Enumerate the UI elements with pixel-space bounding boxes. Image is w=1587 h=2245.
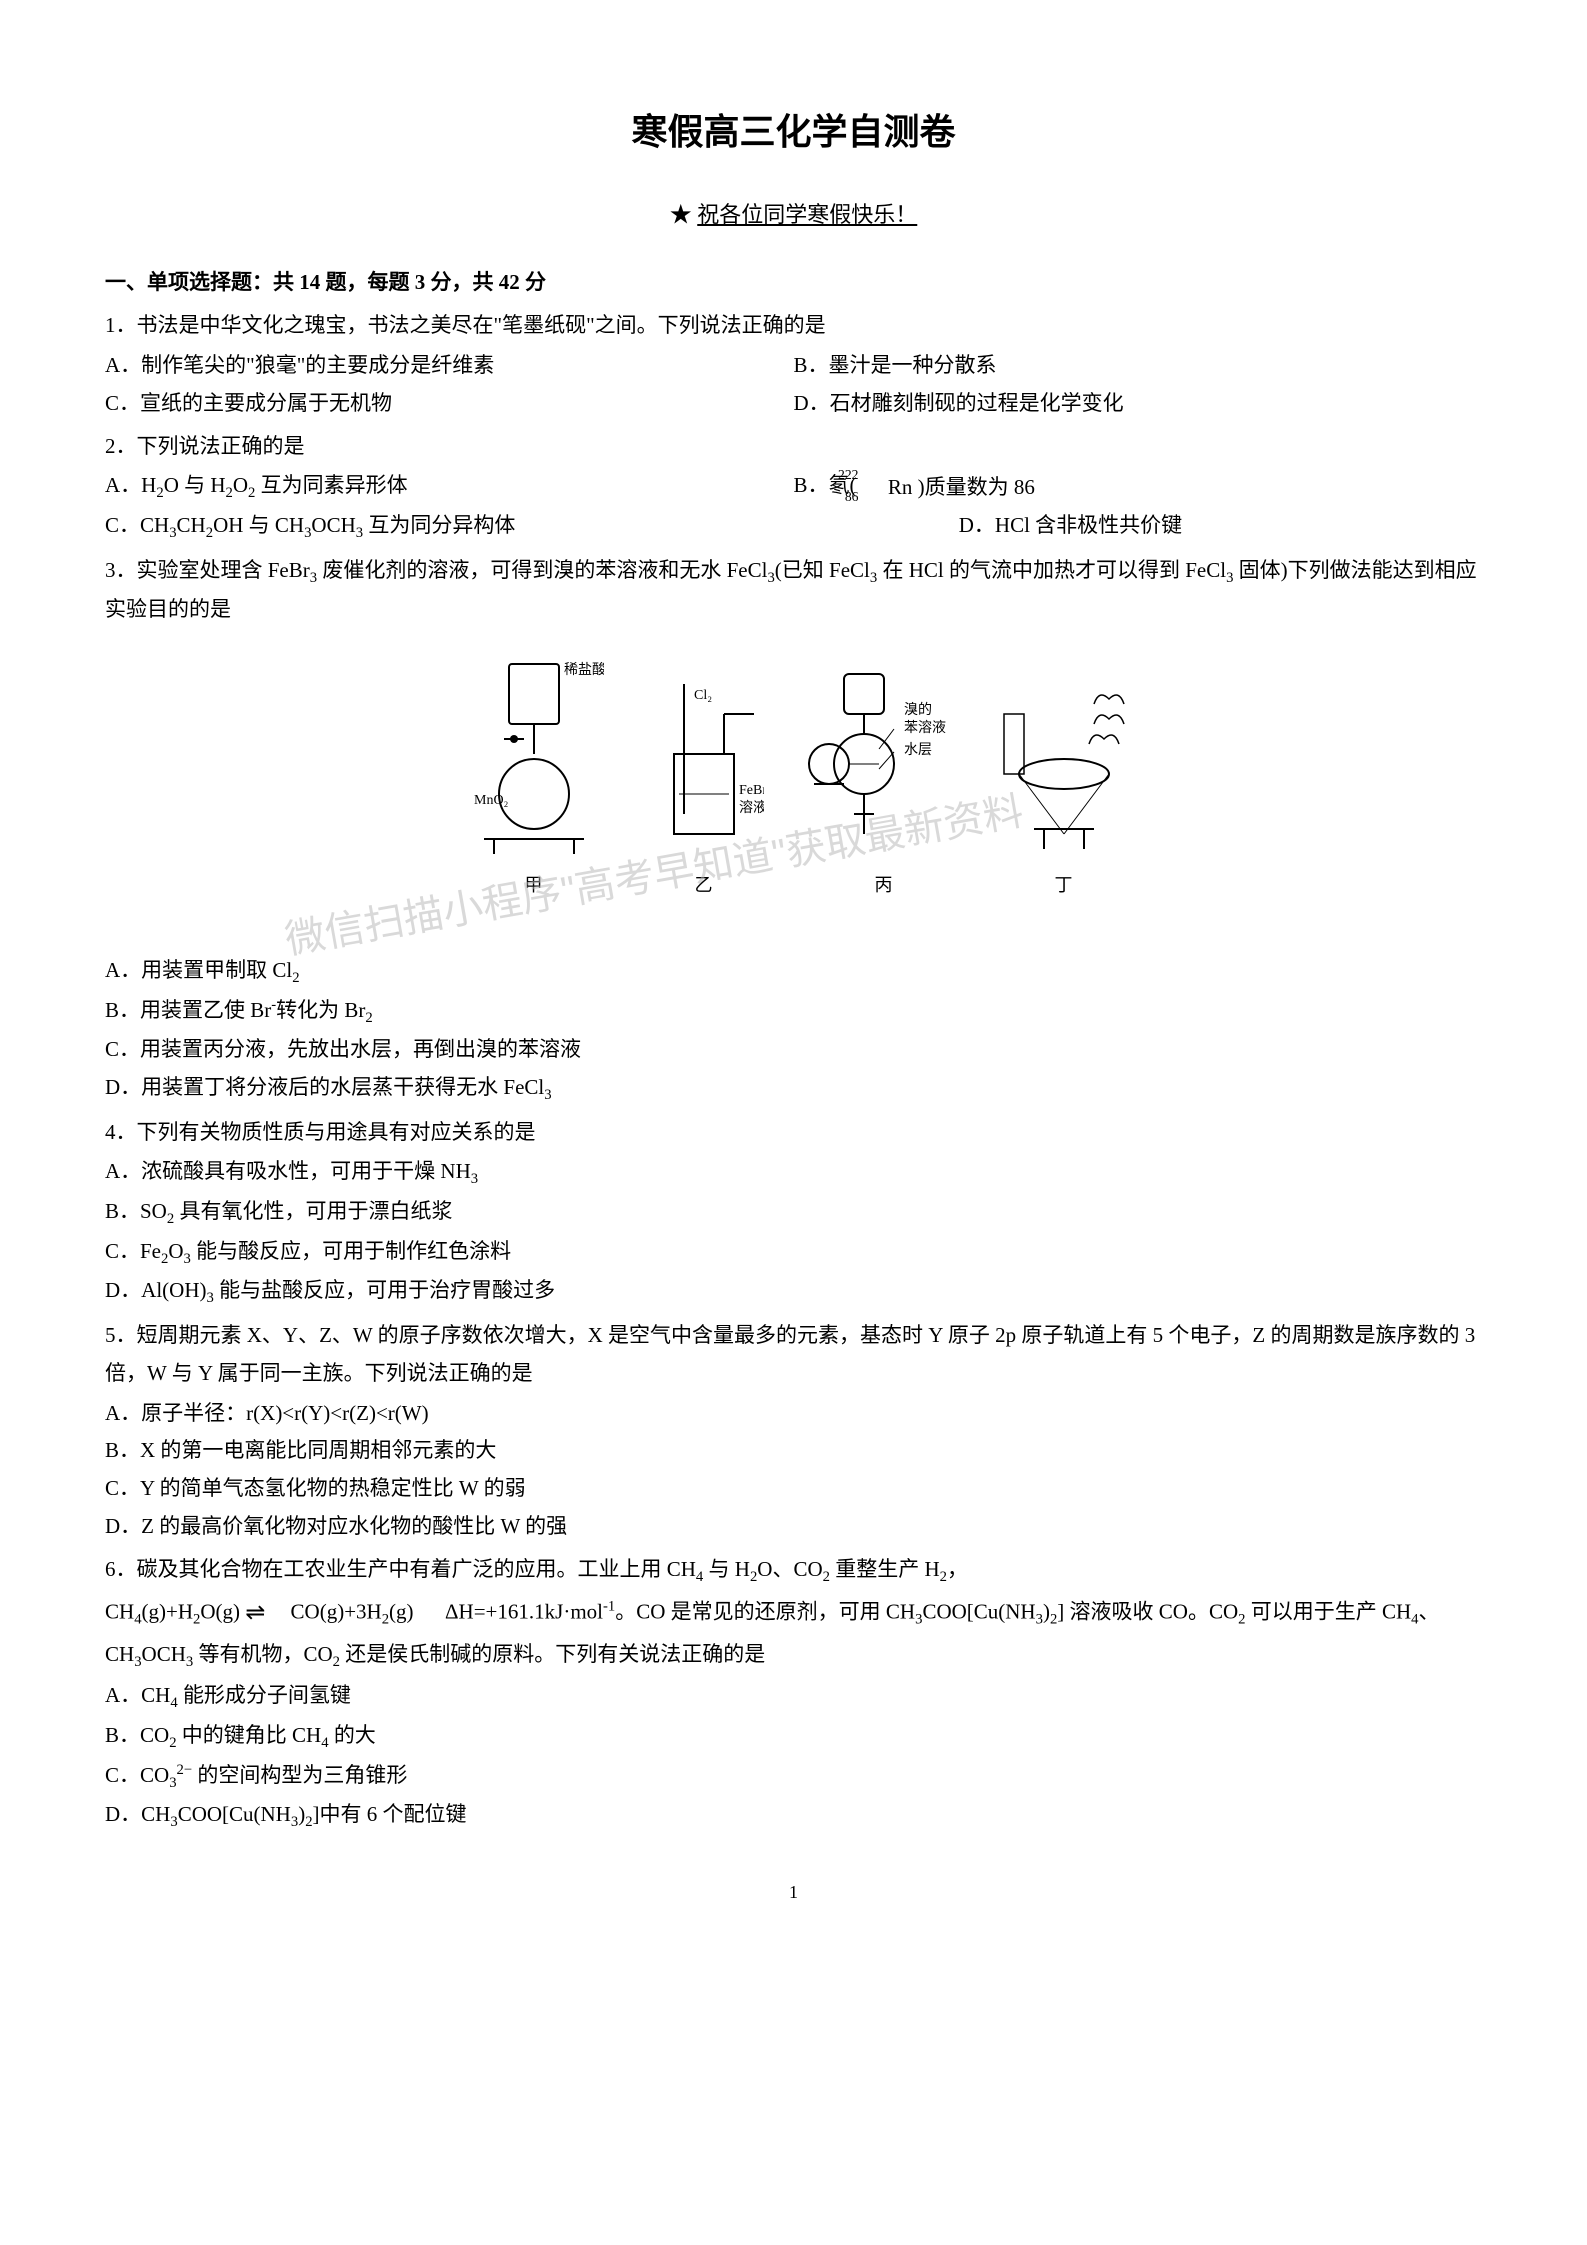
q2-option-b: B．氡(22286Rn )质量数为 86: [794, 467, 1483, 507]
q1-option-d: D．石材雕刻制砚的过程是化学变化: [794, 385, 1483, 423]
q3-diagram: 稀盐酸 MnO₂ 甲 Cl₂ FeBr₃ 溶液 乙: [105, 644, 1482, 937]
page-title: 寒假高三化学自测卷: [105, 100, 1482, 165]
star-icon: ★: [670, 202, 692, 227]
subtitle-text: 祝各位同学寒假快乐！: [697, 202, 917, 227]
equilibrium-icon: [245, 1592, 285, 1635]
question-5: 5．短周期元素 X、Y、Z、W 的原子序数依次增大，X 是空气中含量最多的元素，…: [105, 1317, 1482, 1546]
svg-text:稀盐酸: 稀盐酸: [564, 662, 604, 678]
svg-text:水层: 水层: [904, 742, 932, 758]
q4-option-c: C．Fe2O3 能与酸反应，可用于制作红色涂料: [105, 1233, 1482, 1273]
q1-text: 1．书法是中华文化之瑰宝，书法之美尽在"笔墨纸砚"之间。下列说法正确的是: [105, 307, 1482, 345]
q6-option-d: D．CH3COO[Cu(NH3)2]中有 6 个配位键: [105, 1796, 1482, 1836]
section-1-header: 一、单项选择题：共 14 题，每题 3 分，共 42 分: [105, 264, 1482, 302]
apparatus-jia-label: 甲: [525, 869, 543, 901]
page-number: 1: [105, 1876, 1482, 1908]
question-6: 6．碳及其化合物在工农业生产中有着广泛的应用。工业上用 CH4 与 H2O、CO…: [105, 1551, 1482, 1836]
q4-option-a: A．浓硫酸具有吸水性，可用于干燥 NH3: [105, 1153, 1482, 1193]
q5-option-a: A．原子半径：r(X)<r(Y)<r(Z)<r(W): [105, 1395, 1482, 1433]
svg-text:溶液: 溶液: [739, 800, 764, 816]
q3-option-c: C．用装置丙分液，先放出水层，再倒出溴的苯溶液: [105, 1031, 1482, 1069]
q2-text: 2．下列说法正确的是: [105, 428, 1482, 466]
svg-text:FeBr₃: FeBr₃: [739, 783, 764, 798]
question-2: 2．下列说法正确的是 A．H2O 与 H2O2 互为同素异形体 B．氡(2228…: [105, 428, 1482, 547]
q3-option-a: A．用装置甲制取 Cl2: [105, 952, 1482, 992]
q3-option-b: B．用装置乙使 Br-转化为 Br2: [105, 992, 1482, 1032]
q4-option-b: B．SO2 具有氧化性，可用于漂白纸浆: [105, 1193, 1482, 1233]
q6-text: 6．碳及其化合物在工农业生产中有着广泛的应用。工业上用 CH4 与 H2O、CO…: [105, 1551, 1482, 1591]
question-1: 1．书法是中华文化之瑰宝，书法之美尽在"笔墨纸砚"之间。下列说法正确的是 A．制…: [105, 307, 1482, 422]
q6-option-a: A．CH4 能形成分子间氢键: [105, 1677, 1482, 1717]
q1-option-c: C．宣纸的主要成分属于无机物: [105, 385, 794, 423]
q5-option-d: D．Z 的最高价氧化物对应水化物的酸性比 W 的强: [105, 1508, 1482, 1546]
apparatus-yi-label: 乙: [695, 869, 713, 901]
q2-option-a: A．H2O 与 H2O2 互为同素异形体: [105, 467, 794, 507]
q3-text: 3．实验室处理含 FeBr3 废催化剂的溶液，可得到溴的苯溶液和无水 FeCl3…: [105, 552, 1482, 629]
q1-option-a: A．制作笔尖的"狼毫"的主要成分是纤维素: [105, 347, 794, 385]
apparatus-ding-label: 丁: [1055, 869, 1073, 901]
svg-text:MnO₂: MnO₂: [474, 793, 509, 808]
apparatus-bing-label: 丙: [875, 869, 893, 901]
question-3: 3．实验室处理含 FeBr3 废催化剂的溶液，可得到溴的苯溶液和无水 FeCl3…: [105, 552, 1482, 1109]
svg-text:Cl₂: Cl₂: [694, 688, 712, 703]
svg-text:苯溶液: 苯溶液: [904, 719, 946, 736]
q6-option-b: B．CO2 中的键角比 CH4 的大: [105, 1717, 1482, 1757]
q4-option-d: D．Al(OH)3 能与盐酸反应，可用于治疗胃酸过多: [105, 1272, 1482, 1312]
q5-option-c: C．Y 的简单气态氢化物的热稳定性比 W 的弱: [105, 1470, 1482, 1508]
page-subtitle: ★ 祝各位同学寒假快乐！: [105, 195, 1482, 235]
q5-text: 5．短周期元素 X、Y、Z、W 的原子序数依次增大，X 是空气中含量最多的元素，…: [105, 1317, 1482, 1393]
svg-text:溴的: 溴的: [904, 702, 932, 718]
q6-option-c: C．CO32− 的空间构型为三角锥形: [105, 1757, 1482, 1797]
apparatus-bing-icon: 溴的 苯溶液 水层: [804, 654, 964, 864]
q2-option-d: D．HCl 含非极性共价键: [959, 507, 1482, 547]
apparatus-yi-icon: Cl₂ FeBr₃ 溶液: [644, 654, 764, 864]
apparatus-ding-icon: [994, 654, 1134, 864]
q5-option-b: B．X 的第一电离能比同周期相邻元素的大: [105, 1432, 1482, 1470]
q4-text: 4．下列有关物质性质与用途具有对应关系的是: [105, 1114, 1482, 1152]
question-4: 4．下列有关物质性质与用途具有对应关系的是 A．浓硫酸具有吸水性，可用于干燥 N…: [105, 1114, 1482, 1312]
apparatus-jia-icon: 稀盐酸 MnO₂: [464, 654, 604, 864]
q3-option-d: D．用装置丁将分液后的水层蒸干获得无水 FeCl3: [105, 1069, 1482, 1109]
q6-equation: CH4(g)+H2O(g) CO(g)+3H2(g) ΔH=+161.1kJ·m…: [105, 1592, 1482, 1675]
q2-option-c: C．CH3CH2OH 与 CH3OCH3 互为同分异构体: [105, 507, 959, 547]
q1-option-b: B．墨汁是一种分散系: [794, 347, 1483, 385]
